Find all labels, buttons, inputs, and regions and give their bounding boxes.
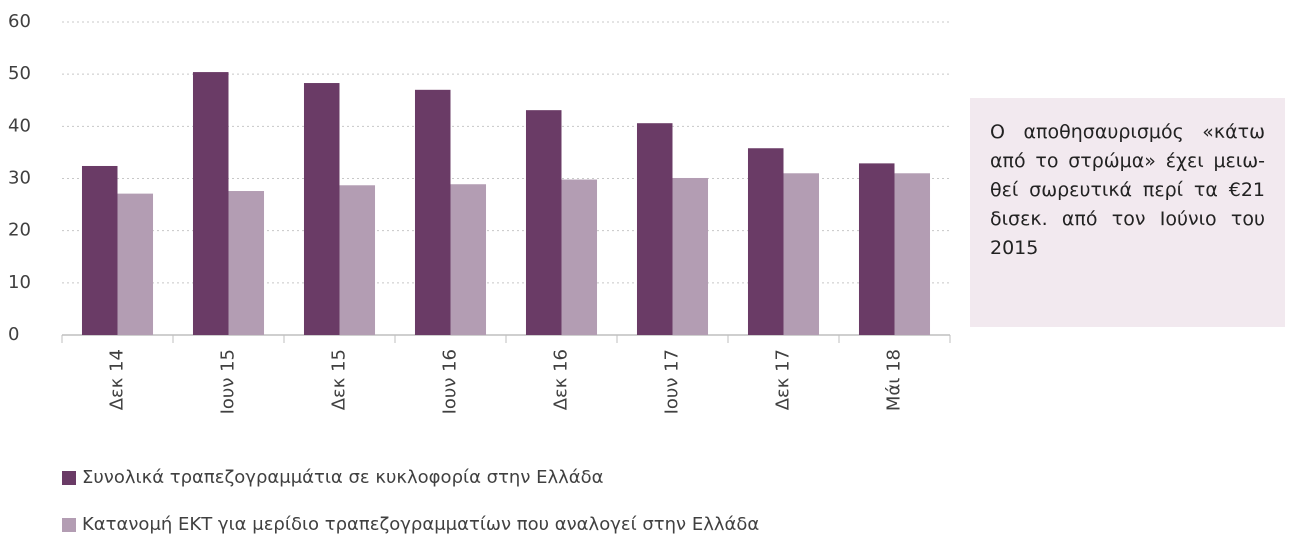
x-tick-label: Ιουν 16 <box>440 349 461 414</box>
x-tick-label: Δεκ 14 <box>107 349 128 410</box>
bar <box>672 177 709 335</box>
bar <box>783 173 820 335</box>
chart: 0 10 20 30 40 50 60 Δεκ 14 Ιουν 15 Δεκ 15 Ιουν 16 Δ… <box>8 11 951 535</box>
bar <box>858 163 895 335</box>
x-tick-label: Δεκ 16 <box>551 349 572 410</box>
annotation: Ο αποθησαυρισμός «κάτω από το στρώμα» έχ… <box>970 98 1285 327</box>
legend-label: Συνολικά τραπεζογραμμάτια σε κυκλοφορία … <box>82 467 604 488</box>
bar <box>303 83 340 335</box>
x-tick-label: Δεκ 15 <box>329 349 350 410</box>
y-tick-label: 10 <box>8 272 31 293</box>
legend-swatch <box>62 518 76 532</box>
y-tick-label: 60 <box>8 11 31 32</box>
y-tick-label: 20 <box>8 220 31 241</box>
bar <box>192 72 229 335</box>
bar <box>561 179 598 335</box>
bar <box>81 165 118 335</box>
bar <box>636 123 673 335</box>
x-tick-label: Μάι 18 <box>884 349 905 411</box>
bar <box>525 110 562 335</box>
bar <box>450 184 487 335</box>
bar <box>414 89 451 335</box>
y-tick-label: 0 <box>8 324 19 345</box>
bar <box>894 173 931 335</box>
x-tick-label: Δεκ 17 <box>773 349 794 410</box>
legend-swatch <box>62 471 76 485</box>
bar <box>228 191 265 335</box>
x-tick-label: Ιουν 17 <box>662 349 683 414</box>
bar <box>747 148 784 335</box>
x-tick-label: Ιουν 15 <box>218 349 239 414</box>
legend-label: Κατανομή ΕΚΤ για μερίδιο τραπεζογραμματί… <box>82 514 759 535</box>
bar <box>117 193 154 335</box>
bar <box>339 185 376 335</box>
y-tick-label: 30 <box>8 168 31 189</box>
y-tick-label: 40 <box>8 115 31 136</box>
y-tick-label: 50 <box>8 63 31 84</box>
